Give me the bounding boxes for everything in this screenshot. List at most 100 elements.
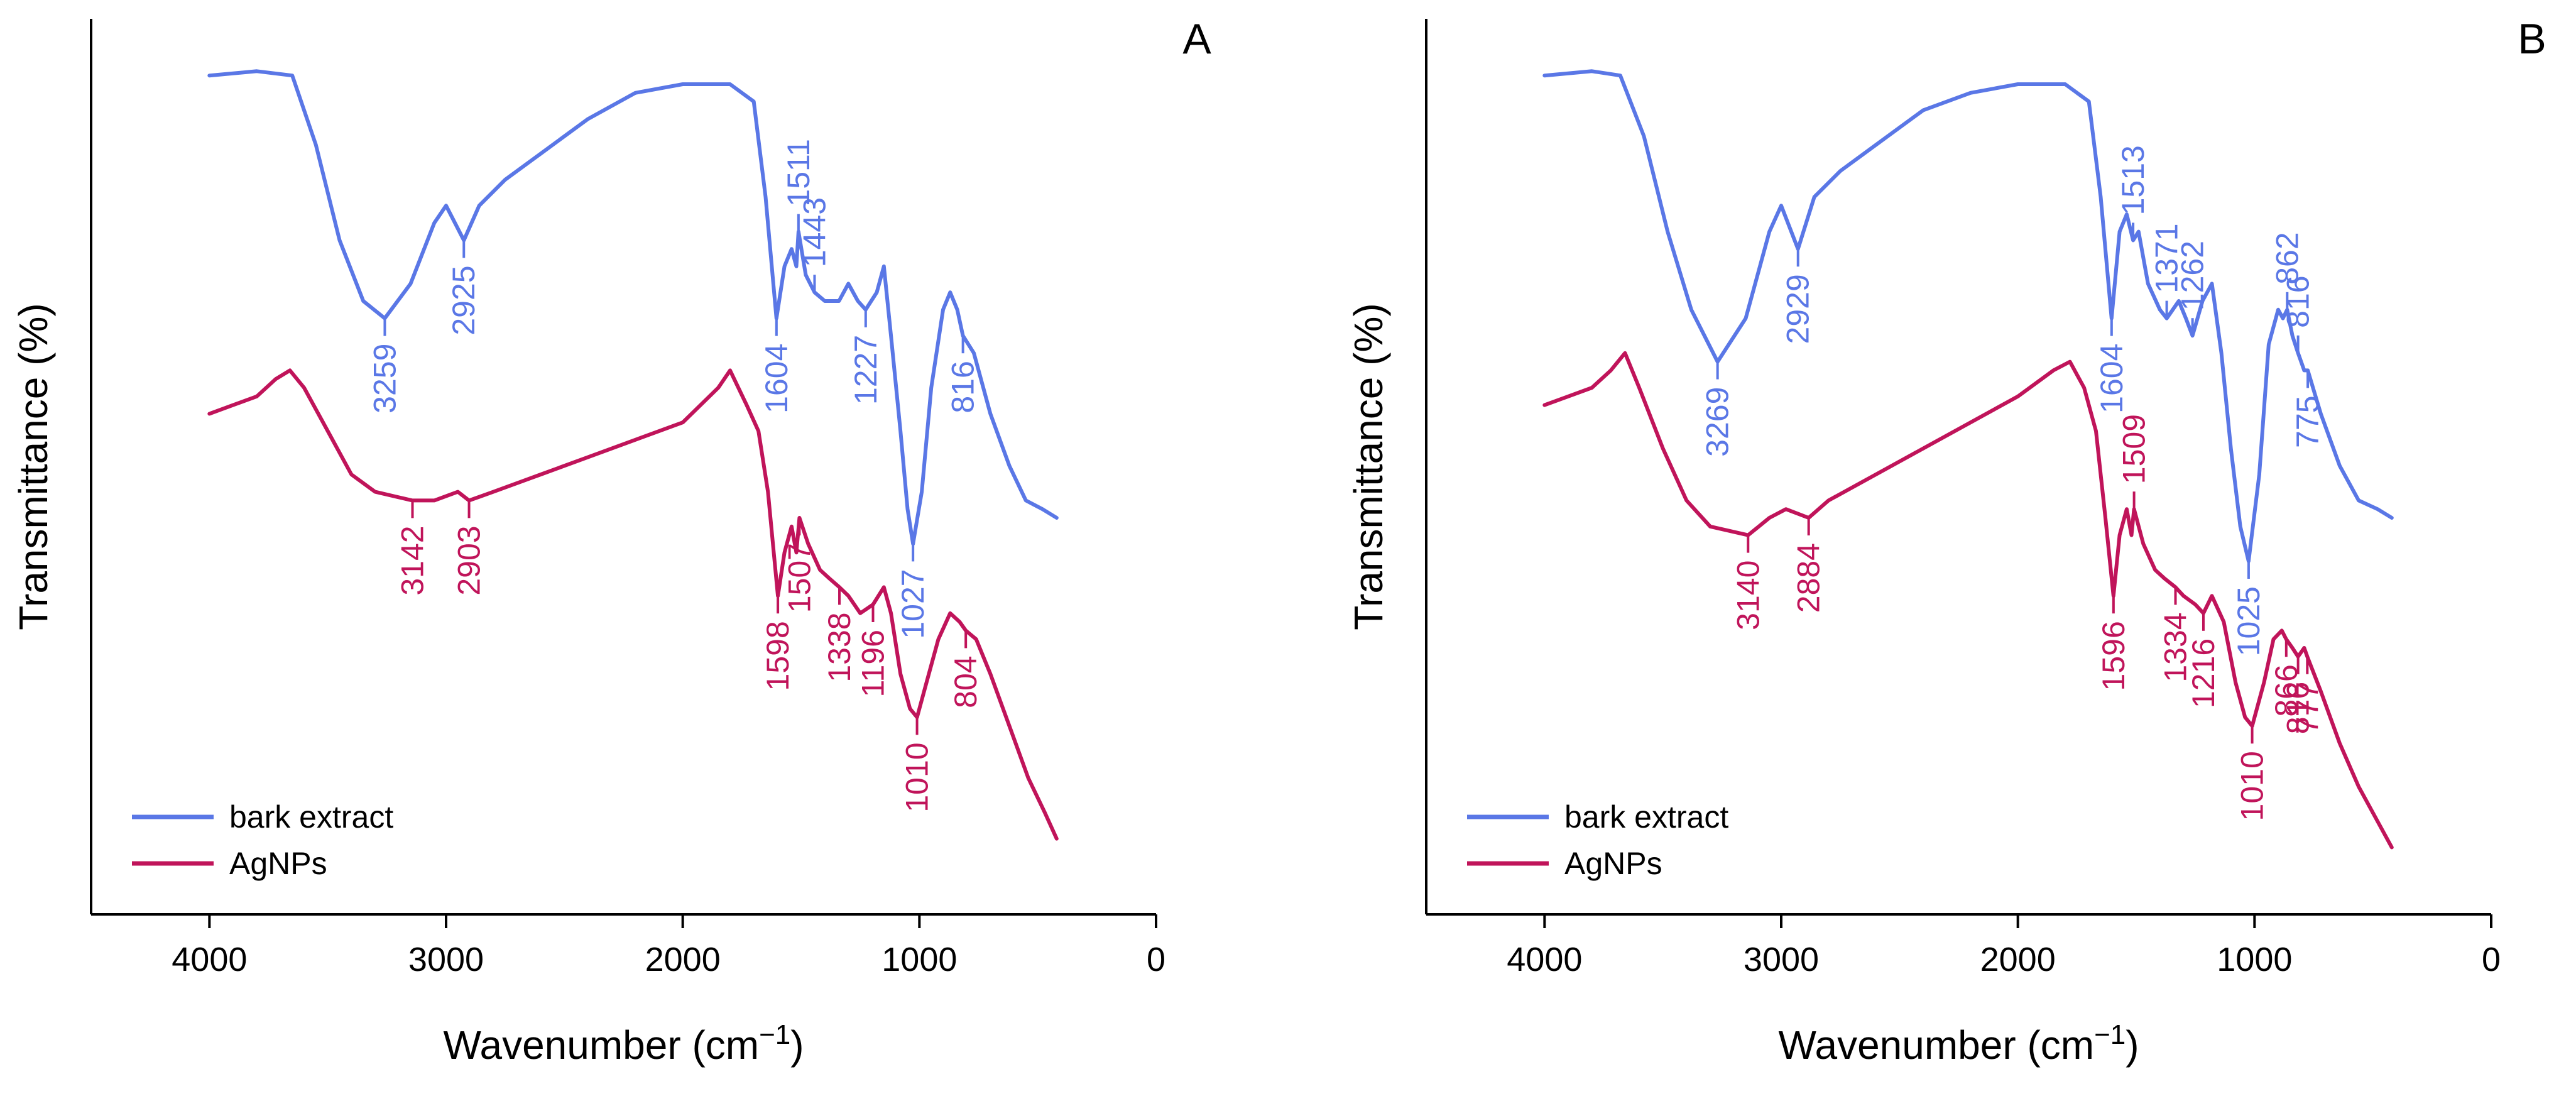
peak-label: 1010 bbox=[900, 742, 935, 812]
legend-label: bark extract bbox=[229, 799, 393, 835]
peak-annotation: 816 bbox=[2281, 275, 2316, 353]
y-axis-title: Transmittance (%) bbox=[1346, 303, 1391, 630]
peak-annotation: 1604 bbox=[2094, 318, 2129, 414]
peak-annotation: 777 bbox=[2289, 656, 2325, 734]
peak-annotation: 2903 bbox=[452, 500, 487, 596]
legend-label: AgNPs bbox=[229, 846, 327, 881]
peak-label: 1262 bbox=[2175, 241, 2210, 310]
panel-label: B bbox=[2518, 15, 2546, 63]
peak-label: 816 bbox=[2281, 275, 2316, 327]
x-tick-label: 0 bbox=[1147, 941, 1165, 978]
peak-label: 3259 bbox=[367, 344, 402, 414]
peak-label: 1216 bbox=[2186, 638, 2221, 708]
legend-item: AgNPs bbox=[1467, 846, 1662, 881]
peak-annotation: 804 bbox=[948, 630, 983, 708]
legend-item: bark extract bbox=[132, 799, 393, 835]
x-tick-label: 3000 bbox=[1744, 941, 1819, 978]
peak-annotation: 816 bbox=[946, 336, 981, 414]
peak-annotation: 1227 bbox=[848, 309, 883, 405]
peak-label: 1025 bbox=[2231, 586, 2266, 656]
peak-label: 1443 bbox=[797, 197, 832, 267]
peak-annotation: 1598 bbox=[760, 596, 795, 691]
peak-label: 1596 bbox=[2096, 621, 2131, 691]
peak-annotation: 1507 bbox=[782, 518, 817, 613]
peak-label: 1227 bbox=[848, 335, 883, 405]
peak-annotation: 1025 bbox=[2231, 561, 2266, 656]
x-axis-title: Wavenumber (cm−1) bbox=[1778, 1019, 2139, 1068]
x-tick-label: 2000 bbox=[645, 941, 721, 978]
peak-annotation: 2925 bbox=[446, 240, 481, 336]
peak-label: 777 bbox=[2289, 682, 2325, 734]
peak-annotation: 1262 bbox=[2175, 241, 2210, 336]
peak-annotation: 775 bbox=[2290, 370, 2325, 448]
legend-item: bark extract bbox=[1467, 799, 1728, 835]
legend-label: AgNPs bbox=[1564, 846, 1662, 881]
peak-label: 804 bbox=[948, 655, 983, 708]
peak-label: 1371 bbox=[2149, 223, 2185, 293]
peak-annotation: 1604 bbox=[759, 318, 794, 414]
legend-label: bark extract bbox=[1564, 799, 1728, 835]
peak-label: 2884 bbox=[1791, 543, 1826, 613]
x-tick-label: 3000 bbox=[408, 941, 484, 978]
peak-annotation: 1334 bbox=[2158, 587, 2193, 682]
peak-label: 3142 bbox=[395, 525, 430, 595]
peak-annotation: 2929 bbox=[1781, 249, 1816, 344]
series-line-bark-extract bbox=[207, 69, 1059, 546]
peak-annotation: 816 bbox=[2281, 656, 2316, 734]
peak-annotation: 1443 bbox=[797, 197, 832, 293]
peak-label: 2903 bbox=[452, 525, 487, 595]
legend-item: AgNPs bbox=[132, 846, 327, 881]
y-axis-title: Transmittance (%) bbox=[11, 303, 56, 630]
peak-annotation: 1513 bbox=[2115, 145, 2151, 241]
peak-annotation: 2884 bbox=[1791, 518, 1826, 613]
peak-label: 862 bbox=[2269, 232, 2305, 284]
peak-label: 3269 bbox=[1700, 387, 1735, 457]
panel-label: A bbox=[1182, 15, 1211, 63]
peak-annotation: 3140 bbox=[1730, 535, 1766, 630]
panel-a: 4000 3000 2000 1000 0 Wavenumber (cm−1) Transm… bbox=[11, 15, 1211, 1068]
peak-annotation: 1196 bbox=[856, 605, 891, 698]
x-tick-label: 2000 bbox=[1980, 941, 2056, 978]
peak-annotation: 1216 bbox=[2186, 613, 2221, 708]
x-tick-label: 0 bbox=[2482, 941, 2501, 978]
x-tick-label: 4000 bbox=[1507, 941, 1582, 978]
peak-label: 1604 bbox=[759, 344, 794, 414]
peak-label: 1604 bbox=[2094, 344, 2129, 414]
peak-annotation: 1027 bbox=[895, 544, 931, 639]
peak-annotation: 1509 bbox=[2117, 414, 2152, 510]
peak-label: 1338 bbox=[822, 612, 857, 682]
peak-label: 1598 bbox=[760, 621, 795, 691]
peak-label: 1507 bbox=[782, 543, 817, 613]
peak-annotation: 1371 bbox=[2149, 223, 2185, 319]
peak-annotation: 1010 bbox=[900, 717, 935, 813]
x-axis-title: Wavenumber (cm−1) bbox=[443, 1019, 804, 1068]
peak-label: 1511 bbox=[781, 139, 816, 207]
series-line-agnps bbox=[207, 368, 1059, 841]
peak-label: 2925 bbox=[446, 265, 481, 335]
peak-label: 1509 bbox=[2117, 414, 2152, 484]
peak-label: 3140 bbox=[1730, 561, 1766, 630]
peak-label: 1027 bbox=[895, 569, 931, 638]
peak-annotation: 1010 bbox=[2235, 726, 2270, 821]
peak-label: 1196 bbox=[856, 630, 891, 698]
panel-b: 4000 3000 2000 1000 0 Wavenumber (cm−1) Transm… bbox=[1346, 15, 2546, 1068]
peak-label: 2929 bbox=[1781, 274, 1816, 344]
peak-annotation: 1596 bbox=[2096, 596, 2131, 691]
series-line-agnps bbox=[1542, 351, 2394, 850]
peak-label: 1513 bbox=[2115, 145, 2151, 215]
peak-annotation: 3259 bbox=[367, 318, 402, 414]
peak-label: 1334 bbox=[2158, 612, 2193, 682]
peak-annotation: 3269 bbox=[1700, 361, 1735, 457]
peak-label: 1010 bbox=[2235, 751, 2270, 821]
peak-annotation: 1511 bbox=[781, 139, 816, 232]
x-tick-label: 4000 bbox=[172, 941, 247, 978]
x-tick-label: 1000 bbox=[881, 941, 957, 978]
peak-label: 775 bbox=[2290, 395, 2325, 447]
peak-annotation: 862 bbox=[2269, 232, 2305, 310]
peak-label: 816 bbox=[946, 361, 981, 413]
peak-annotation: 3142 bbox=[395, 500, 430, 596]
peak-annotation: 1338 bbox=[822, 587, 857, 682]
x-tick-label: 1000 bbox=[2217, 941, 2292, 978]
